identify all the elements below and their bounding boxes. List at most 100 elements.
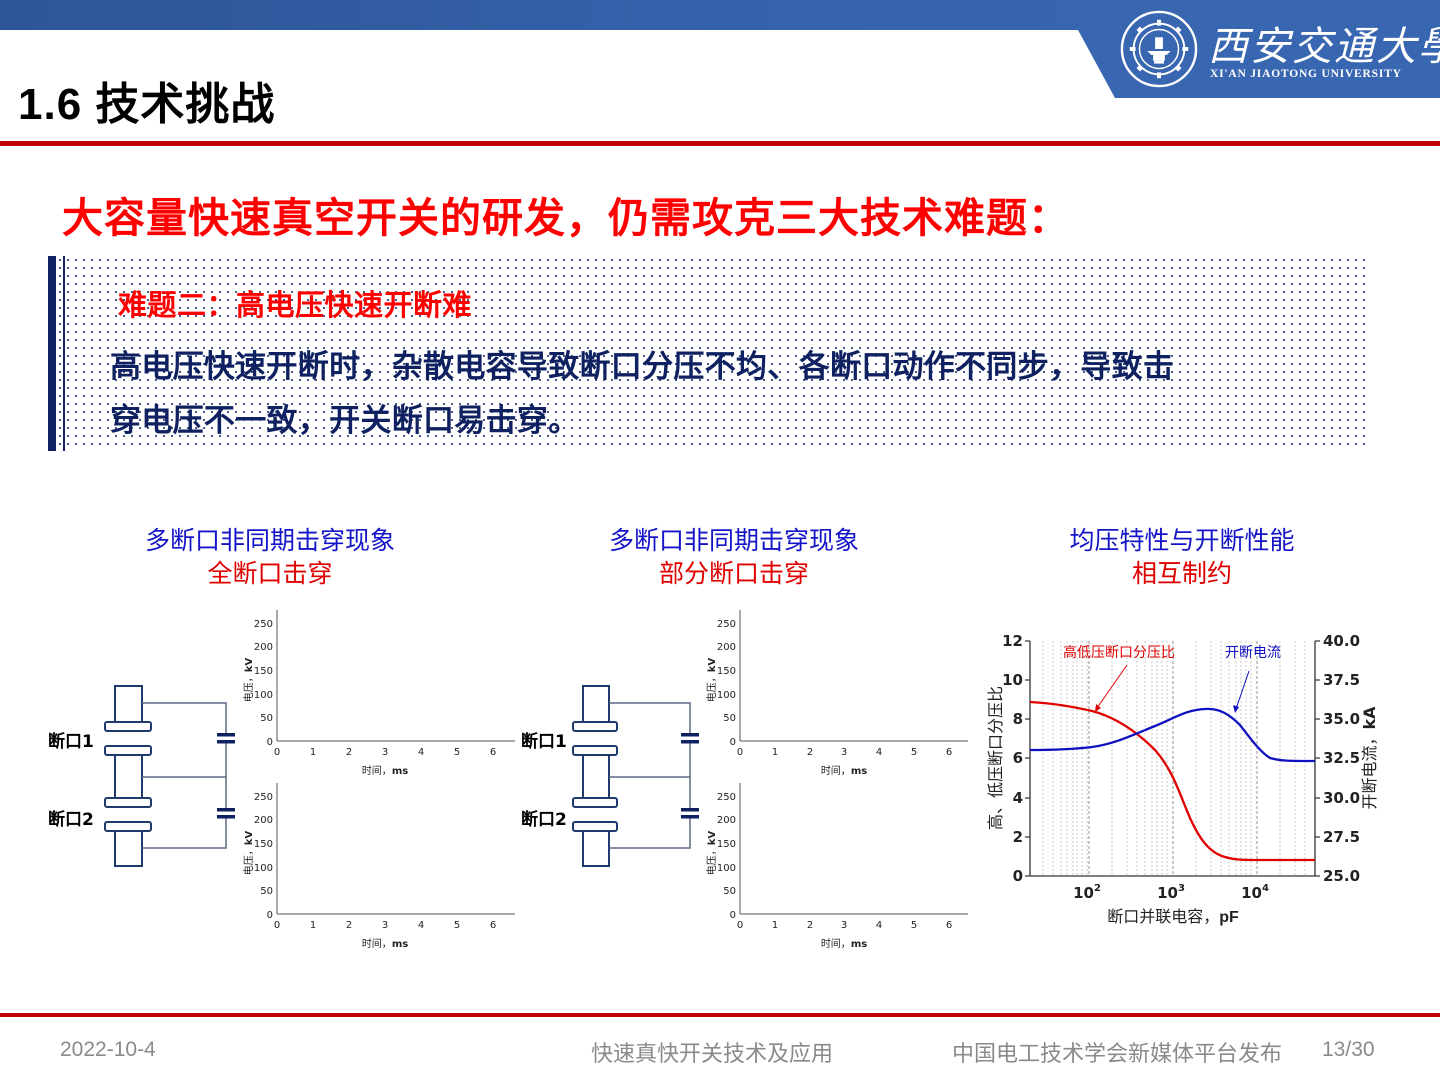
panel-accent-bar bbox=[48, 256, 56, 451]
svg-text:30.0: 30.0 bbox=[1323, 789, 1360, 807]
svg-text:0: 0 bbox=[1013, 867, 1023, 885]
figure-2-chart-top: 250 200 150 100 50 0 0 1 2 3 4 5 6 时间，ms 电压，kV bbox=[705, 610, 968, 777]
svg-text:100: 100 bbox=[254, 863, 273, 874]
svg-text:断口并联电容，pF: 断口并联电容，pF bbox=[1107, 907, 1239, 926]
svg-text:0: 0 bbox=[737, 747, 743, 758]
svg-text:电压，kV: 电压，kV bbox=[705, 658, 718, 703]
svg-text:200: 200 bbox=[254, 642, 273, 653]
svg-text:4: 4 bbox=[1013, 789, 1023, 807]
svg-text:1: 1 bbox=[772, 747, 778, 758]
svg-text:150: 150 bbox=[717, 839, 736, 850]
svg-text:200: 200 bbox=[717, 642, 736, 653]
svg-text:10: 10 bbox=[1002, 671, 1023, 689]
svg-text:150: 150 bbox=[254, 666, 273, 677]
panel-heading: 难题二：高电压快速开断难 bbox=[118, 288, 473, 322]
svg-text:4: 4 bbox=[876, 747, 882, 758]
svg-text:103: 103 bbox=[1157, 883, 1185, 902]
svg-text:200: 200 bbox=[717, 815, 736, 826]
svg-text:250: 250 bbox=[717, 792, 736, 803]
figure-2-break-2-label: 断口2 bbox=[521, 810, 567, 830]
svg-text:250: 250 bbox=[254, 792, 273, 803]
figure-1-break-1-label: 断口1 bbox=[48, 732, 94, 752]
figure-1-chart-bottom: 250 200 150 100 50 0 0 1 2 3 4 5 6 时间，ms 电压，kV bbox=[242, 783, 515, 950]
svg-text:1: 1 bbox=[772, 920, 778, 931]
logo-name-en: XI'AN JIAOTONG UNIVERSITY bbox=[1210, 68, 1402, 80]
panel-accent-line bbox=[63, 256, 65, 451]
svg-text:电压，kV: 电压，kV bbox=[242, 831, 255, 876]
figure-3-title-line-2: 相互制约 bbox=[1131, 559, 1232, 588]
svg-text:5: 5 bbox=[911, 920, 917, 931]
svg-text:12: 12 bbox=[1002, 632, 1023, 650]
figure-2-chart-bottom: 250 200 150 100 50 0 0 1 2 3 4 5 6 时间，ms 电压，kV bbox=[705, 783, 968, 950]
figure-1-break-2-label: 断口2 bbox=[48, 810, 94, 830]
university-seal-icon bbox=[1120, 10, 1198, 88]
figure-3-dual-axis-chart: 12 10 8 6 4 2 0 40.0 37.5 35.0 32.5 30.0 27.5 25… bbox=[986, 632, 1379, 926]
figure-1-title-line-2: 全断口击穿 bbox=[207, 559, 333, 588]
page-title: 1.6 技术挑战 bbox=[18, 80, 276, 129]
svg-text:104: 104 bbox=[1241, 883, 1269, 902]
svg-text:37.5: 37.5 bbox=[1323, 671, 1360, 689]
svg-text:32.5: 32.5 bbox=[1323, 749, 1360, 767]
svg-text:50: 50 bbox=[723, 713, 736, 724]
svg-text:5: 5 bbox=[454, 920, 460, 931]
figure-1-circuit-diagram bbox=[104, 685, 235, 867]
logo-band bbox=[1078, 0, 1440, 98]
figure-1-title-line-1: 多断口非同期击穿现象 bbox=[144, 526, 395, 555]
svg-text:200: 200 bbox=[254, 815, 273, 826]
svg-text:150: 150 bbox=[717, 666, 736, 677]
svg-text:100: 100 bbox=[717, 690, 736, 701]
figure-2-title-line-2: 部分断口击穿 bbox=[658, 559, 809, 588]
svg-text:4: 4 bbox=[418, 920, 424, 931]
svg-text:6: 6 bbox=[1013, 749, 1023, 767]
svg-text:0: 0 bbox=[267, 737, 273, 748]
headline: 大容量快速真空开关的研发，仍需攻克三大技术难题： bbox=[62, 194, 1070, 242]
svg-text:27.5: 27.5 bbox=[1323, 828, 1360, 846]
svg-text:150: 150 bbox=[254, 839, 273, 850]
svg-text:25.0: 25.0 bbox=[1323, 867, 1360, 885]
footer-divider bbox=[0, 1013, 1440, 1017]
svg-text:开断电流，kA: 开断电流，kA bbox=[1360, 706, 1379, 810]
footer-date: 2022-10-4 bbox=[60, 1038, 156, 1061]
figure-3-title: 均压特性与开断性能 相互制约 bbox=[1042, 524, 1322, 590]
svg-text:0: 0 bbox=[267, 910, 273, 921]
svg-text:100: 100 bbox=[254, 690, 273, 701]
panel-body-line-1: 高电压快速开断时，杂散电容导致断口分压不均、各断口动作不同步，导致击 bbox=[110, 349, 1175, 385]
svg-text:40.0: 40.0 bbox=[1323, 632, 1360, 650]
footer-page-number: 13/30 bbox=[1322, 1038, 1375, 1061]
svg-text:250: 250 bbox=[717, 619, 736, 630]
svg-text:100: 100 bbox=[717, 863, 736, 874]
university-logo: 西安交通大學 XI'AN JIAOTONG UNIVERSITY bbox=[1120, 8, 1440, 88]
logo-name-cn: 西安交通大學 bbox=[1208, 24, 1440, 70]
svg-text:3: 3 bbox=[841, 920, 847, 931]
svg-text:4: 4 bbox=[418, 747, 424, 758]
svg-text:1: 1 bbox=[310, 747, 316, 758]
svg-text:2: 2 bbox=[807, 747, 813, 758]
svg-text:电压，kV: 电压，kV bbox=[705, 831, 718, 876]
footer-course-title: 快速真快开关技术及应用 bbox=[591, 1042, 834, 1067]
svg-text:3: 3 bbox=[382, 920, 388, 931]
svg-text:时间，ms: 时间，ms bbox=[362, 764, 408, 777]
svg-text:2: 2 bbox=[346, 920, 352, 931]
svg-text:0: 0 bbox=[274, 920, 280, 931]
figure-1-chart-top: 250 200 150 100 50 0 0 1 2 3 4 5 6 时间，ms 电压，kV bbox=[242, 610, 515, 777]
svg-text:电压，kV: 电压，kV bbox=[242, 658, 255, 703]
panel-body: 高电压快速开断时，杂散电容导致断口分压不均、各断口动作不同步，导致击 穿电压不一… bbox=[110, 340, 1360, 448]
svg-text:6: 6 bbox=[490, 747, 496, 758]
svg-text:开断电流: 开断电流 bbox=[1225, 645, 1281, 661]
figure-2-circuit-diagram bbox=[572, 685, 699, 867]
svg-text:时间，ms: 时间，ms bbox=[821, 937, 867, 950]
svg-text:2: 2 bbox=[346, 747, 352, 758]
svg-text:6: 6 bbox=[490, 920, 496, 931]
svg-text:3: 3 bbox=[841, 747, 847, 758]
figure-2-title-line-1: 多断口非同期击穿现象 bbox=[608, 526, 859, 555]
panel-body-line-2: 穿电压不一致，开关断口易击穿。 bbox=[110, 403, 580, 439]
svg-text:3: 3 bbox=[382, 747, 388, 758]
svg-text:5: 5 bbox=[911, 747, 917, 758]
svg-text:时间，ms: 时间，ms bbox=[821, 764, 867, 777]
challenge-panel bbox=[48, 256, 1366, 451]
svg-text:4: 4 bbox=[876, 920, 882, 931]
figure-1-title: 多断口非同期击穿现象 全断口击穿 bbox=[130, 524, 410, 590]
figure-3-title-line-1: 均压特性与开断性能 bbox=[1069, 526, 1295, 555]
svg-text:6: 6 bbox=[946, 747, 952, 758]
svg-text:5: 5 bbox=[454, 747, 460, 758]
